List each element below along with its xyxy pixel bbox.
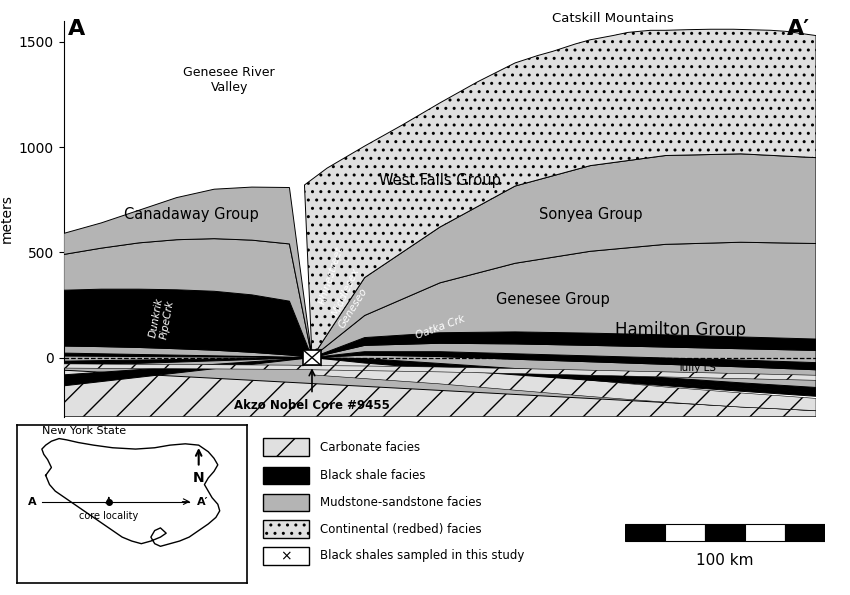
Polygon shape [64,187,312,358]
Polygon shape [312,242,816,358]
Polygon shape [312,154,816,358]
Text: Catskill Mountains: Catskill Mountains [552,12,674,25]
Bar [263,439,309,456]
Bar [705,524,745,541]
Bar [263,547,309,565]
Bar [303,350,321,365]
Text: New York State: New York State [42,426,126,436]
Polygon shape [312,343,816,362]
Text: A: A [67,19,85,39]
Text: Hamilton Group: Hamilton Group [615,321,746,339]
Text: Mudstone-sandstone facies: Mudstone-sandstone facies [320,496,482,509]
Polygon shape [312,358,816,396]
Bar [263,467,309,484]
Polygon shape [64,358,312,366]
Bar [665,524,705,541]
Text: Sonyea Group: Sonyea Group [539,207,642,222]
Polygon shape [64,346,816,411]
Polygon shape [64,370,816,416]
Text: Oatka Crk: Oatka Crk [414,314,466,340]
Polygon shape [64,239,312,358]
Text: Akzo Nobel Core #9455: Akzo Nobel Core #9455 [234,399,390,412]
Polygon shape [312,355,816,387]
Text: Canadaway Group: Canadaway Group [124,207,259,222]
Polygon shape [64,364,816,380]
Bar [625,524,665,541]
Text: Rhinestreet: Rhinestreet [317,245,345,306]
Text: Carbonate facies: Carbonate facies [320,441,420,453]
Text: Continental (redbed) facies: Continental (redbed) facies [320,522,482,536]
Polygon shape [312,352,816,369]
Polygon shape [312,358,816,411]
Text: Black shale facies: Black shale facies [320,469,426,482]
Bar [263,494,309,511]
Polygon shape [64,289,312,358]
Text: Middlesex: Middlesex [331,267,361,318]
Text: A: A [27,497,36,506]
Text: A′: A′ [196,497,208,506]
Text: Genesee Group: Genesee Group [496,292,609,307]
Polygon shape [304,29,816,358]
Text: Geneseo: Geneseo [337,286,370,330]
Y-axis label: meters: meters [0,194,14,243]
Text: Dunkrik
PipeCrk: Dunkrik PipeCrk [147,297,176,340]
Text: 100 km: 100 km [696,553,753,568]
Polygon shape [312,332,816,358]
Text: core locality: core locality [79,511,139,521]
Bar [745,524,785,541]
Bar [785,524,824,541]
Text: ×: × [280,549,292,563]
Text: N: N [193,471,205,486]
Polygon shape [312,358,816,393]
Polygon shape [64,353,312,358]
Text: Black shales sampled in this study: Black shales sampled in this study [320,549,524,562]
Bar [263,521,309,538]
Text: A′: A′ [787,19,810,39]
Text: Tully LS: Tully LS [677,363,716,372]
Text: West Falls Group: West Falls Group [379,173,501,188]
Text: Genesee River
Valley: Genesee River Valley [184,66,275,94]
Polygon shape [64,358,312,386]
